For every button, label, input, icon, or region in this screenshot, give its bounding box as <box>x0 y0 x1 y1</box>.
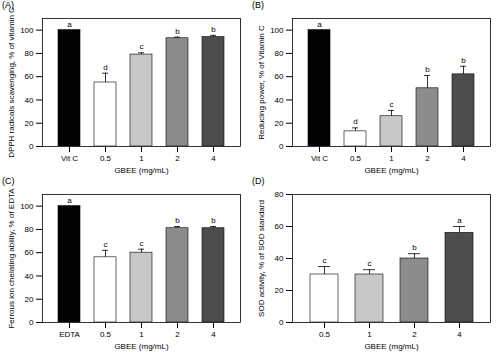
svg-text:4: 4 <box>211 154 216 163</box>
svg-text:20: 20 <box>275 119 284 128</box>
svg-text:b: b <box>461 56 466 65</box>
svg-text:b: b <box>211 25 216 34</box>
html-text:(C): (C) <box>2 176 15 186</box>
svg-text:2: 2 <box>412 330 417 339</box>
svg-text:40: 40 <box>25 96 34 105</box>
svg-text:0.5: 0.5 <box>100 330 112 339</box>
svg-text:1: 1 <box>139 154 144 163</box>
svg-text:EDTA: EDTA <box>59 330 80 339</box>
svg-text:80: 80 <box>275 190 284 199</box>
svg-text:60: 60 <box>25 72 34 81</box>
svg-text:GBEE (mg/mL): GBEE (mg/mL) <box>114 166 169 175</box>
svg-text:80: 80 <box>25 49 34 58</box>
svg-text:c: c <box>140 239 144 248</box>
svg-text:4: 4 <box>211 330 216 339</box>
svg-text:c: c <box>323 256 327 265</box>
svg-text:2: 2 <box>175 330 180 339</box>
svg-text:0: 0 <box>29 318 34 327</box>
svg-text:Vit C: Vit C <box>311 154 328 163</box>
svg-text:Reducing power, % of Vitamin C: Reducing power, % of Vitamin C <box>257 25 266 140</box>
svg-text:d: d <box>103 63 107 72</box>
svg-text:SOD activity, % of SOD standar: SOD activity, % of SOD standard <box>257 200 266 317</box>
svg-text:Vit C: Vit C <box>61 154 78 163</box>
svg-text:d: d <box>353 117 357 126</box>
svg-text:b: b <box>425 65 430 74</box>
svg-text:DPPH radicals scavenging, % of: DPPH radicals scavenging, % of vitamin C <box>7 7 16 158</box>
html-text:(D): (D) <box>252 176 265 186</box>
svg-text:1: 1 <box>367 330 372 339</box>
svg-text:a: a <box>457 216 462 225</box>
svg-text:80: 80 <box>275 49 284 58</box>
svg-text:20: 20 <box>25 119 34 128</box>
svg-text:4: 4 <box>461 154 466 163</box>
svg-text:b: b <box>175 216 180 225</box>
svg-text:60: 60 <box>25 248 34 257</box>
svg-text:0.5: 0.5 <box>350 154 362 163</box>
svg-text:20: 20 <box>275 286 284 295</box>
html-text:(A): (A) <box>2 0 14 10</box>
svg-text:a: a <box>317 20 322 29</box>
svg-text:1: 1 <box>389 154 394 163</box>
svg-text:40: 40 <box>275 254 284 263</box>
svg-text:2: 2 <box>425 154 430 163</box>
svg-text:GBEE (mg/mL): GBEE (mg/mL) <box>364 342 419 351</box>
svg-text:60: 60 <box>275 222 284 231</box>
svg-text:c: c <box>140 42 144 51</box>
svg-text:GBEE (mg/mL): GBEE (mg/mL) <box>364 166 419 175</box>
svg-text:4: 4 <box>457 330 462 339</box>
html-text:(B): (B) <box>252 0 264 10</box>
svg-text:40: 40 <box>25 272 34 281</box>
svg-text:80: 80 <box>25 225 34 234</box>
svg-text:Ferrous ion chelating ability,: Ferrous ion chelating ability, % of EDTA <box>7 188 16 329</box>
svg-text:c: c <box>104 240 108 249</box>
svg-text:100: 100 <box>20 202 34 211</box>
svg-text:GBEE (mg/mL): GBEE (mg/mL) <box>114 342 169 351</box>
svg-text:100: 100 <box>270 26 284 35</box>
svg-text:0.5: 0.5 <box>319 330 331 339</box>
svg-text:1: 1 <box>139 330 144 339</box>
svg-text:b: b <box>175 27 180 36</box>
svg-text:0: 0 <box>279 142 284 151</box>
svg-text:c: c <box>368 259 372 268</box>
svg-text:0.5: 0.5 <box>100 154 112 163</box>
svg-text:0: 0 <box>279 318 284 327</box>
svg-text:0: 0 <box>29 142 34 151</box>
svg-text:60: 60 <box>275 72 284 81</box>
svg-text:a: a <box>67 196 72 205</box>
svg-text:40: 40 <box>275 96 284 105</box>
svg-text:20: 20 <box>25 295 34 304</box>
svg-text:a: a <box>67 20 72 29</box>
svg-text:b: b <box>412 243 417 252</box>
svg-text:2: 2 <box>175 154 180 163</box>
svg-text:100: 100 <box>20 26 34 35</box>
svg-text:b: b <box>211 216 216 225</box>
svg-text:c: c <box>390 100 394 109</box>
